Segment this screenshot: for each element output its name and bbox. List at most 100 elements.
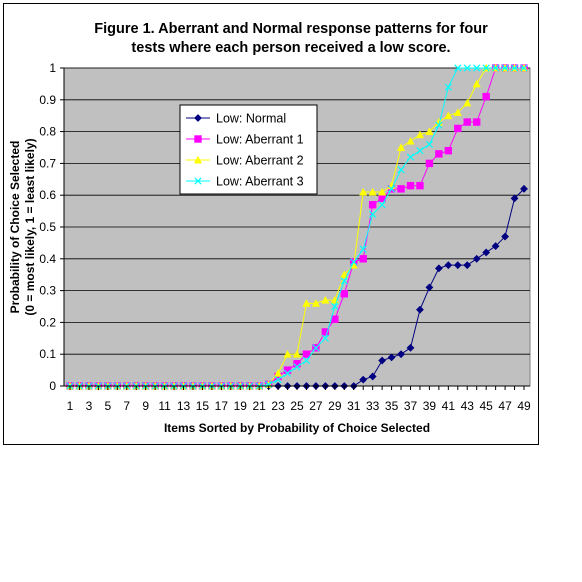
x-tick-label-10: 21 — [252, 399, 266, 413]
y-tick-label-8: 0.8 — [39, 125, 56, 139]
series-0-point-32 — [359, 375, 368, 384]
series-0-point-42 — [453, 261, 462, 270]
series-3-point-41 — [444, 83, 452, 91]
series-0-point-36 — [397, 350, 405, 359]
series-3-point-46 — [492, 64, 500, 72]
series-3-point-37 — [406, 153, 415, 161]
x-tick-label-15: 31 — [347, 399, 361, 413]
series-3-point-44 — [473, 64, 481, 72]
y-tick-label-2: 0.2 — [39, 315, 56, 329]
series-1-point-29 — [331, 315, 339, 323]
series-1-point-28 — [321, 328, 330, 336]
series-2-point-39 — [425, 127, 434, 136]
x-tick-label-24: 49 — [517, 399, 531, 413]
series-3-point-27 — [312, 344, 320, 352]
series-1-point-36 — [397, 185, 405, 193]
series-1-point-39 — [425, 159, 434, 168]
series-2-point-26 — [302, 299, 311, 307]
series-3-point-32 — [359, 245, 367, 253]
legend-marker-1 — [194, 135, 202, 143]
y-tick-label-5: 0.5 — [39, 220, 56, 234]
x-tick-label-4: 9 — [142, 399, 149, 413]
x-tick-label-12: 25 — [290, 399, 304, 413]
x-tick-label-8: 17 — [215, 399, 229, 413]
series-3-point-28 — [321, 334, 329, 342]
y-axis-title-line-2: (0 = most likely, 1 = least likely) — [23, 138, 37, 315]
x-tick-label-14: 29 — [328, 399, 342, 413]
x-tick-label-11: 23 — [271, 399, 285, 413]
series-3-point-38 — [416, 147, 424, 155]
series-1-point-37 — [406, 181, 415, 190]
series-2-point-34 — [378, 187, 387, 196]
series-0-point-43 — [463, 261, 472, 270]
series-0-point-41 — [444, 261, 453, 270]
x-tick-label-22: 45 — [479, 399, 493, 413]
series-3-point-42 — [454, 64, 462, 72]
series-3-point-25 — [293, 363, 301, 371]
series-1-point-44 — [473, 118, 481, 126]
series-3-point-30 — [340, 277, 348, 285]
series-0-point-34 — [378, 356, 387, 365]
series-2-point-38 — [415, 130, 425, 139]
legend-marker-2 — [193, 155, 203, 164]
series-3-point-31 — [350, 258, 358, 266]
series-2-point-37 — [406, 136, 415, 145]
series-3-point-22 — [265, 380, 273, 389]
series-3-point-39 — [425, 140, 434, 148]
axes: 00.10.20.30.40.50.60.70.80.911 3 5 7 9 11 13 15… — [8, 61, 531, 435]
legend: Low: Normal Low: Aberrant 1 Low: Aberrant … — [179, 104, 318, 195]
x-tick-label-21: 43 — [461, 399, 475, 413]
x-tick-label-20: 41 — [442, 399, 456, 413]
series-0-point-35 — [387, 353, 396, 362]
x-tick-label-19: 39 — [423, 399, 437, 413]
series-1-point-42 — [454, 124, 462, 133]
series-0-point-48 — [510, 194, 519, 203]
series-0-point-40 — [434, 264, 443, 273]
series-3-point-29 — [331, 302, 339, 311]
legend-marker-3 — [194, 177, 202, 185]
series-0-point-44 — [472, 254, 481, 263]
series-3-point-48 — [510, 64, 519, 72]
series-1-point-26 — [302, 350, 311, 358]
y-tick-label-0: 0 — [49, 379, 56, 393]
series-1-point-38 — [416, 181, 424, 190]
x-tick-label-2: 5 — [104, 399, 111, 413]
series-1-point-33 — [368, 201, 377, 209]
series-0-point-49 — [520, 184, 528, 193]
x-tick-label-6: 13 — [177, 399, 191, 413]
series-2-point-27 — [311, 299, 321, 307]
y-tick-label-10: 1 — [49, 61, 56, 75]
series-1-point-45 — [482, 92, 490, 101]
y-tick-label-4: 0.4 — [39, 252, 56, 266]
legend-marker-0 — [194, 114, 202, 122]
x-tick-label-3: 7 — [123, 399, 130, 413]
x-tick-label-17: 35 — [385, 399, 399, 413]
series-3-point-24 — [283, 369, 292, 377]
series-3-point-33 — [369, 210, 377, 218]
legend-box — [179, 104, 318, 195]
series-3-point-23 — [274, 376, 282, 384]
series-0-point-45 — [482, 248, 491, 257]
series-2-point-42 — [453, 108, 462, 116]
x-tick-label-7: 15 — [196, 399, 210, 413]
series-2-point-44 — [472, 79, 481, 88]
series-2-point-32 — [359, 187, 368, 196]
series-2-point-28 — [321, 295, 330, 304]
y-tick-label-7: 0.7 — [39, 156, 56, 170]
legend-label-1: Low: Aberrant 1 — [216, 133, 304, 147]
chart-title-line-1: Figure 1. Aberrant and Normal response p… — [94, 21, 488, 37]
series-2-point-23 — [273, 369, 283, 377]
legend-label-3: Low: Aberrant 3 — [216, 175, 304, 189]
series-0-point-33 — [368, 372, 377, 381]
series-3-point-49 — [520, 64, 528, 72]
x-tick-label-13: 27 — [309, 399, 323, 413]
series-0-point-47 — [501, 232, 509, 241]
series-2-point-41 — [444, 111, 453, 120]
series-1-point-32 — [359, 255, 367, 263]
series-3-point-35 — [387, 185, 396, 193]
series-1-point-30 — [340, 290, 348, 298]
x-tick-label-23: 47 — [498, 399, 512, 413]
chart-title-line-2: tests where each person received a low s… — [131, 40, 451, 56]
series-2-point-30 — [340, 270, 349, 279]
